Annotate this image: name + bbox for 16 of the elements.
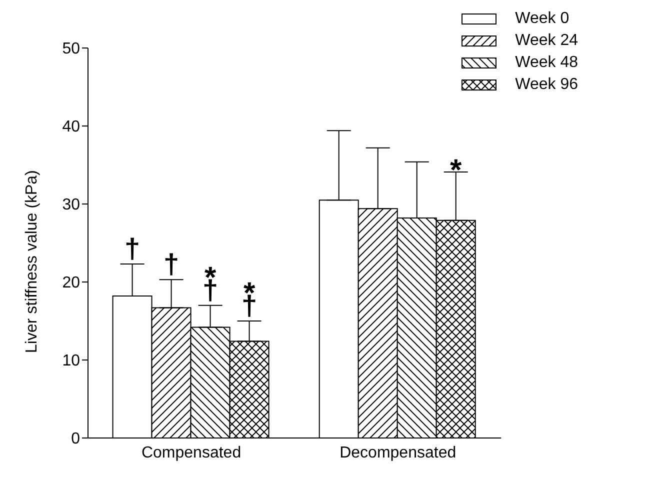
y-tick-label: 40 bbox=[62, 118, 80, 136]
y-tick-label: 20 bbox=[62, 274, 80, 292]
legend-label: Week 48 bbox=[515, 54, 578, 72]
y-axis-title: Liver stiffness value (kPa) bbox=[24, 170, 41, 353]
annotation: † bbox=[164, 248, 180, 280]
x-tick-label: Decompensated bbox=[340, 444, 456, 462]
y-tick-label: 0 bbox=[71, 430, 80, 448]
legend-label: Week 0 bbox=[515, 10, 570, 28]
legend-label: Week 24 bbox=[515, 32, 578, 50]
x-tick-label: Compensated bbox=[141, 444, 242, 462]
y-tick-label: 10 bbox=[62, 352, 80, 370]
legend-label: Week 96 bbox=[515, 76, 578, 94]
y-tick-label: 30 bbox=[62, 196, 80, 214]
annotation: * bbox=[450, 154, 462, 188]
y-tick-label: 50 bbox=[62, 40, 80, 58]
annotation: † bbox=[124, 233, 140, 264]
